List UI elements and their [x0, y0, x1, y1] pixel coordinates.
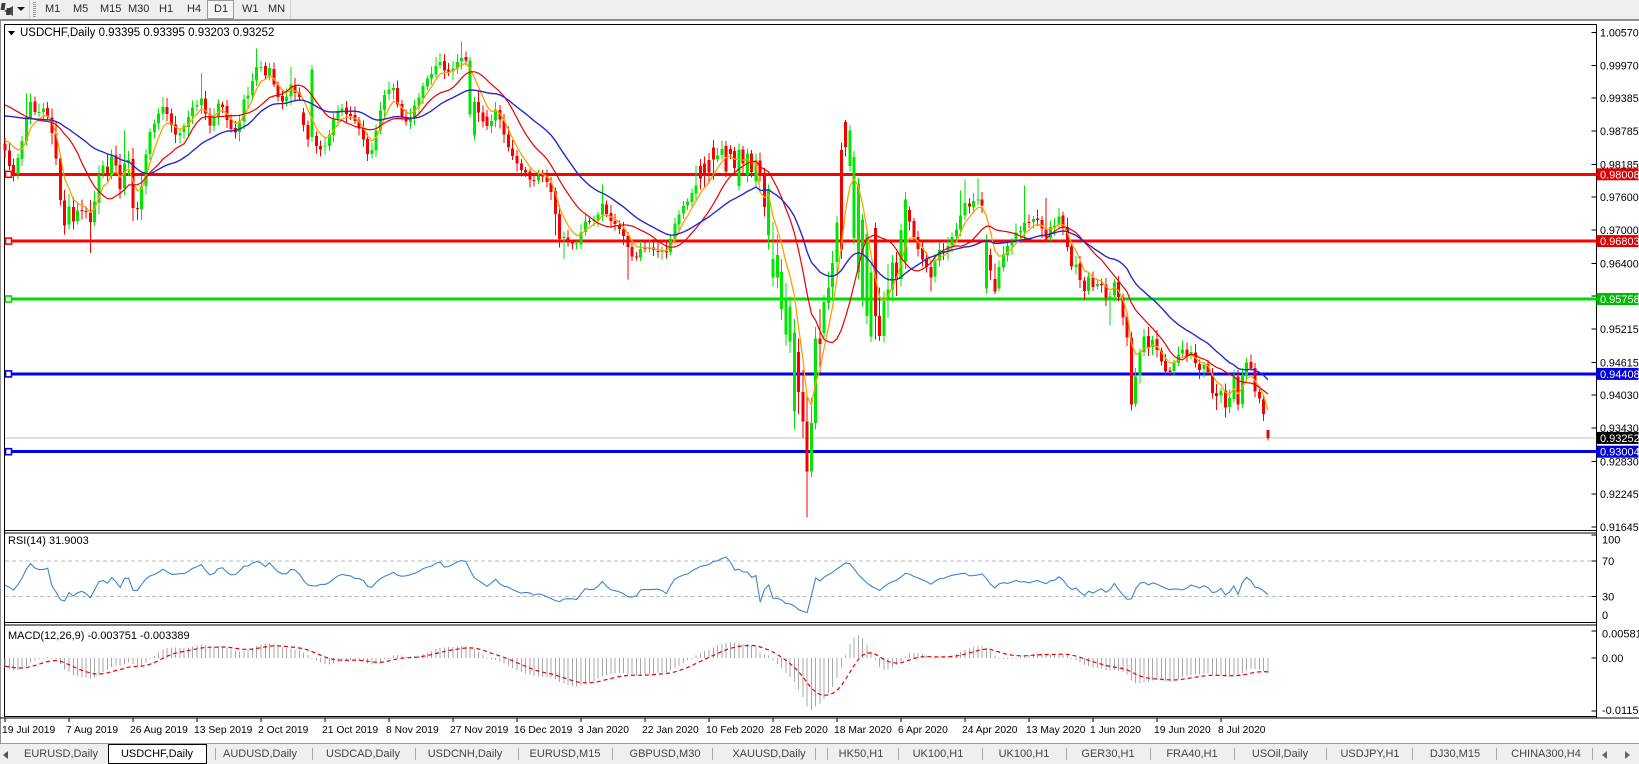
svg-text:1 Jun 2020: 1 Jun 2020	[1090, 725, 1141, 736]
svg-text:RSI(14) 31.9003: RSI(14) 31.9003	[8, 535, 89, 547]
svg-text:70: 70	[1602, 556, 1614, 568]
svg-text:0.95758: 0.95758	[1600, 294, 1639, 306]
svg-text:0: 0	[1602, 610, 1608, 622]
svg-text:24 Apr 2020: 24 Apr 2020	[962, 725, 1018, 736]
svg-text:13 Sep 2019: 13 Sep 2019	[194, 725, 253, 736]
svg-text:13 May 2020: 13 May 2020	[1026, 725, 1086, 736]
svg-text:0.97600: 0.97600	[1600, 192, 1639, 204]
svg-text:0.91645: 0.91645	[1600, 522, 1639, 534]
svg-text:8 Jul 2020: 8 Jul 2020	[1218, 725, 1266, 736]
svg-text:0.94615: 0.94615	[1600, 357, 1639, 369]
svg-text:0.99970: 0.99970	[1600, 61, 1639, 73]
svg-text:0.005818: 0.005818	[1602, 629, 1639, 641]
svg-text:27 Nov 2019: 27 Nov 2019	[450, 725, 509, 736]
svg-text:18 Mar 2020: 18 Mar 2020	[834, 725, 892, 736]
svg-text:19 Jun 2020: 19 Jun 2020	[1154, 725, 1211, 736]
svg-text:30: 30	[1602, 591, 1614, 603]
svg-text:100: 100	[1602, 535, 1620, 547]
svg-text:0.92830: 0.92830	[1600, 456, 1639, 468]
svg-text:16 Dec 2019: 16 Dec 2019	[514, 725, 573, 736]
svg-text:0.97000: 0.97000	[1600, 225, 1639, 237]
svg-text:26 Aug 2019: 26 Aug 2019	[130, 725, 188, 736]
svg-text:0.98008: 0.98008	[1600, 169, 1639, 181]
svg-text:19 Jul 2019: 19 Jul 2019	[2, 725, 56, 736]
svg-text:0.95215: 0.95215	[1600, 324, 1639, 336]
svg-text:-0.011514: -0.011514	[1602, 705, 1639, 717]
svg-text:10 Feb 2020: 10 Feb 2020	[706, 725, 764, 736]
svg-text:0.94030: 0.94030	[1600, 390, 1639, 402]
svg-text:2 Oct 2019: 2 Oct 2019	[258, 725, 309, 736]
svg-text:0.92245: 0.92245	[1600, 489, 1639, 501]
svg-text:USDCHF,Daily 0.93395 0.93395: USDCHF,Daily 0.93395 0.93395 0.93203 0.9…	[20, 27, 274, 39]
svg-text:1.00570: 1.00570	[1600, 27, 1639, 39]
svg-text:MACD(12,26,9) -0.003751 -0.003: MACD(12,26,9) -0.003751 -0.003389	[8, 630, 190, 642]
svg-text:0.00: 0.00	[1602, 653, 1623, 665]
svg-text:3 Jan 2020: 3 Jan 2020	[578, 725, 629, 736]
svg-text:0.93252: 0.93252	[1600, 433, 1639, 445]
svg-text:6 Apr 2020: 6 Apr 2020	[898, 725, 948, 736]
svg-text:0.96803: 0.96803	[1600, 236, 1639, 248]
svg-text:28 Feb 2020: 28 Feb 2020	[770, 725, 828, 736]
svg-text:8 Nov 2019: 8 Nov 2019	[386, 725, 439, 736]
svg-text:0.98785: 0.98785	[1600, 126, 1639, 138]
svg-text:0.96400: 0.96400	[1600, 258, 1639, 270]
svg-text:7 Aug 2019: 7 Aug 2019	[66, 725, 118, 736]
svg-text:0.94408: 0.94408	[1600, 369, 1639, 381]
svg-text:22 Jan 2020: 22 Jan 2020	[642, 725, 699, 736]
svg-text:0.99385: 0.99385	[1600, 93, 1639, 105]
svg-text:21 Oct 2019: 21 Oct 2019	[322, 725, 378, 736]
svg-text:0.93004: 0.93004	[1600, 447, 1639, 459]
